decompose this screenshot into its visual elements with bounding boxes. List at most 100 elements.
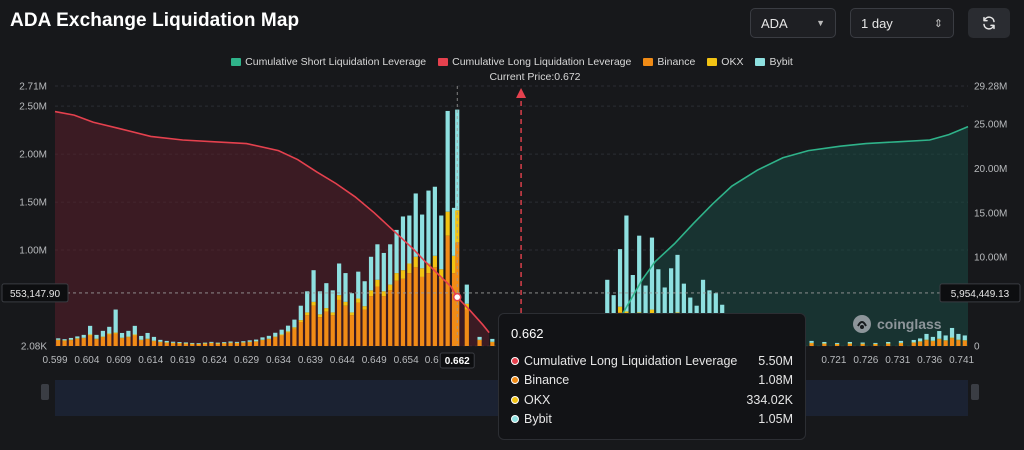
tooltip-row-name: Cumulative Long Liquidation Leverage <box>524 353 738 368</box>
bar-binance <box>400 278 406 346</box>
bar-okx <box>209 342 214 344</box>
bar-binance <box>145 339 150 346</box>
bar-bybit <box>68 337 74 340</box>
bar-bybit <box>432 186 437 256</box>
bar-binance <box>171 343 176 346</box>
bar-okx <box>918 341 923 342</box>
bar-bybit <box>273 332 278 337</box>
bar-binance <box>368 296 374 346</box>
bar-binance <box>94 339 99 346</box>
x-tick-label: 0.644 <box>330 355 355 366</box>
legend-item-short[interactable]: Cumulative Short Liquidation Leverage <box>231 56 426 68</box>
tooltip-dot <box>511 415 519 424</box>
bar-bybit <box>126 330 131 337</box>
bar-bybit <box>183 342 188 344</box>
bar-binance <box>260 340 265 346</box>
bar-bybit <box>311 270 316 302</box>
crosshair-point <box>452 292 462 302</box>
bar-binance <box>222 343 227 346</box>
bar-bybit <box>196 343 201 344</box>
bar-binance <box>202 343 208 346</box>
bar-binance <box>835 344 840 346</box>
tooltip-row-binance: Binance 1.08M <box>511 371 793 391</box>
bar-binance <box>247 342 252 346</box>
bar-okx <box>362 306 367 310</box>
bar-bybit <box>113 309 118 333</box>
x-tick-label: 0.624 <box>202 355 227 366</box>
refresh-button[interactable] <box>968 8 1010 38</box>
legend-label: Binance <box>657 56 696 68</box>
bar-bybit <box>362 281 367 307</box>
x-tick-label: 0.649 <box>362 355 387 366</box>
bar-okx <box>62 340 67 341</box>
bar-binance <box>151 341 157 346</box>
bar-okx <box>617 306 623 313</box>
long-cumulative-line <box>54 110 490 334</box>
bar-bybit <box>337 263 342 296</box>
bar-bybit <box>407 215 412 264</box>
crosshair-y-right-label: 5,954,449.13 <box>951 289 1010 300</box>
bar-okx <box>898 342 904 344</box>
bar-binance <box>962 340 967 346</box>
bar-okx <box>426 263 431 274</box>
x-tick-label: 0.736 <box>917 355 942 366</box>
bar-bybit <box>662 287 667 324</box>
period-select[interactable]: 1 day ⇕ <box>850 8 954 38</box>
bar-bybit <box>713 293 718 323</box>
legend-item-bybit[interactable]: Bybit <box>755 56 793 68</box>
bar-binance <box>107 334 112 346</box>
bar-binance <box>809 343 814 346</box>
bar-bybit <box>956 333 961 340</box>
bar-okx <box>490 341 495 343</box>
bar-okx <box>215 343 220 345</box>
bar-bybit <box>260 337 265 340</box>
bar-bybit <box>317 291 323 315</box>
bar-okx <box>822 343 827 345</box>
bar-binance <box>822 343 827 346</box>
bar-okx <box>311 301 316 306</box>
bar-bybit <box>171 341 176 343</box>
bar-bybit <box>924 333 929 340</box>
y-right-tick-label: 25.00M <box>974 120 1007 131</box>
short-cumulative-line <box>597 125 969 344</box>
x-tick-label: 0.741 <box>949 355 974 366</box>
bar-bybit <box>81 334 86 338</box>
bar-bybit <box>688 297 693 327</box>
bar-okx <box>196 343 201 345</box>
y-right-tick-label: 15.00M <box>974 208 1007 219</box>
bar-bybit <box>918 338 923 342</box>
bar-okx <box>88 334 93 336</box>
bar-binance <box>279 335 284 346</box>
bar-okx <box>292 327 297 329</box>
bar-okx <box>158 341 163 343</box>
bar-okx <box>343 301 348 306</box>
bar-okx <box>949 337 955 339</box>
bar-bybit <box>234 341 240 343</box>
bar-bybit <box>139 335 144 340</box>
bar-okx <box>943 340 948 341</box>
bar-binance <box>388 290 393 346</box>
x-tick-label: 0.731 <box>885 355 910 366</box>
legend-item-binance[interactable]: Binance <box>643 56 695 68</box>
bar-okx <box>56 339 61 341</box>
bar-bybit <box>394 229 399 274</box>
coin-select[interactable]: ADA ▼ <box>750 8 836 38</box>
bar-bybit <box>835 342 840 344</box>
bar-binance <box>464 309 469 346</box>
bar-okx <box>407 263 412 274</box>
bar-bybit <box>490 338 495 342</box>
bar-binance <box>164 342 169 346</box>
bar-bybit <box>330 290 335 313</box>
range-slider-handle-left[interactable] <box>41 384 49 400</box>
legend-swatch <box>755 58 766 66</box>
bar-bybit <box>637 235 642 313</box>
bar-bybit <box>669 268 674 319</box>
legend-item-okx[interactable]: OKX <box>707 56 743 68</box>
range-slider-handle-right[interactable] <box>971 384 979 400</box>
legend-item-long[interactable]: Cumulative Long Liquidation Leverage <box>438 56 631 68</box>
bar-okx <box>317 314 323 318</box>
bar-okx <box>375 279 380 287</box>
bar-bybit <box>145 332 150 339</box>
bar-bybit <box>930 336 935 341</box>
bar-bybit <box>451 207 457 256</box>
